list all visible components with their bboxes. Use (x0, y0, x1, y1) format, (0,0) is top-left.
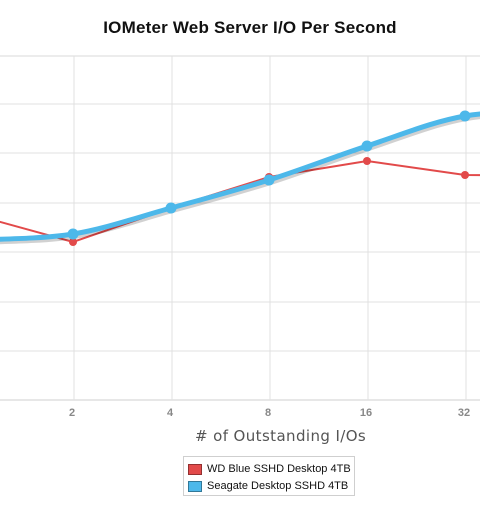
legend-swatch-seagate (188, 480, 202, 492)
legend: WD Blue SSHD Desktop 4TB Seagate Desktop… (183, 456, 355, 496)
legend-item-seagate: Seagate Desktop SSHD 4TB (188, 478, 354, 494)
chart-title: IOMeter Web Server I/O Per Second (103, 18, 397, 37)
data-point-seagate (67, 228, 79, 240)
series-line-seagate (0, 111, 480, 242)
legend-item-wd-blue: WD Blue SSHD Desktop 4TB (188, 461, 354, 477)
data-point-seagate (459, 110, 471, 122)
data-point-seagate (361, 140, 373, 152)
x-tick-label: 16 (360, 407, 372, 419)
legend-label-wd-blue: WD Blue SSHD Desktop 4TB (207, 463, 351, 475)
data-point-seagate (165, 202, 177, 214)
legend-label-seagate: Seagate Desktop SSHD 4TB (207, 480, 349, 492)
legend-swatch-wd-blue (188, 463, 202, 475)
data-point-wd-blue (69, 238, 77, 246)
x-axis-label: # of Outstanding I/Os (195, 427, 367, 445)
x-tick-label: 4 (167, 407, 174, 419)
data-point-wd-blue (363, 157, 371, 165)
data-point-seagate (263, 174, 275, 186)
x-tick-label: 32 (458, 407, 470, 419)
x-tick-label: 8 (265, 407, 271, 419)
data-point-wd-blue (461, 171, 469, 179)
x-tick-label: 2 (69, 407, 75, 419)
